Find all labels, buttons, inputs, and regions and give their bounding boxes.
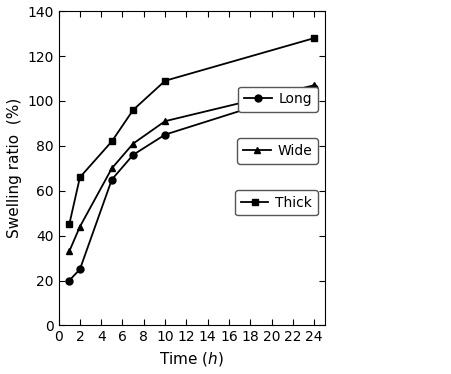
Long [67, 278, 72, 283]
Wide [109, 166, 115, 171]
Thick [77, 175, 83, 180]
Long [162, 132, 168, 137]
Thick [311, 36, 317, 40]
Long [77, 267, 83, 272]
Wide [162, 119, 168, 123]
Thick [162, 79, 168, 83]
Line: Thick: Thick [66, 35, 318, 228]
Long [130, 153, 136, 157]
X-axis label: Time ($h$): Time ($h$) [159, 350, 224, 368]
Wide [311, 83, 317, 88]
Long [109, 177, 115, 182]
Wide [77, 224, 83, 229]
Line: Wide: Wide [66, 82, 318, 255]
Thick [67, 222, 72, 227]
Thick [109, 139, 115, 144]
Line: Long: Long [66, 84, 318, 284]
Wide [67, 249, 72, 254]
Legend: Thick: Thick [235, 190, 318, 215]
Wide [130, 141, 136, 146]
Thick [130, 108, 136, 112]
Long [311, 85, 317, 90]
Y-axis label: Swelling ratio  (%): Swelling ratio (%) [7, 98, 22, 239]
